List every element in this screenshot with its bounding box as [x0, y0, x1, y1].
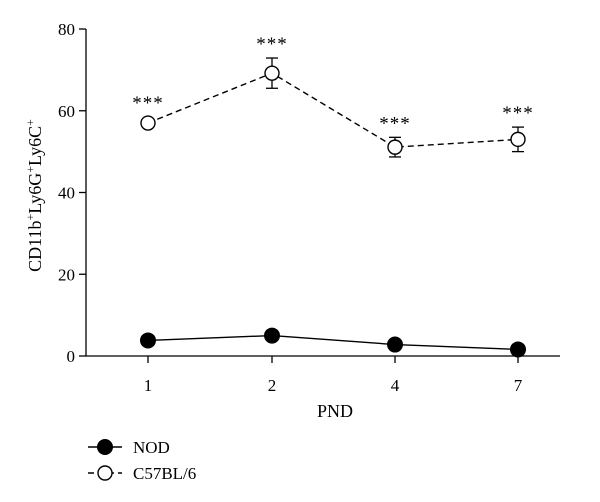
data-point: [387, 139, 403, 155]
y-tick-label: 80: [58, 20, 75, 39]
plot-series: *** *** *** ***: [132, 34, 534, 358]
y-tick-label: 60: [58, 102, 75, 121]
x-tick-label: 2: [268, 376, 277, 395]
x-tick-label: 1: [144, 376, 153, 395]
legend-label: C57BL/6: [133, 464, 196, 483]
legend-item: C57BL/6: [88, 464, 196, 483]
significance-label: ***: [132, 93, 164, 114]
x-tick-label: 4: [391, 376, 400, 395]
y-tick-label: 40: [58, 184, 75, 203]
data-point: [140, 115, 156, 131]
y-tick-label: 0: [67, 347, 76, 366]
series-1: *** *** *** ***: [132, 34, 534, 158]
y-tick-label: 20: [58, 265, 75, 284]
y-axis-ticks: 0 20 40 60 80: [58, 20, 86, 366]
data-point: [264, 65, 280, 81]
axes: [85, 29, 560, 357]
data-point: [510, 131, 526, 148]
legend-marker: [97, 465, 113, 481]
significance-label: ***: [502, 103, 534, 124]
legend: NOD C57BL/6: [88, 438, 196, 483]
data-point: [387, 336, 403, 353]
x-axis-title: PND: [317, 401, 353, 421]
legend-label: NOD: [133, 438, 170, 457]
data-point: [140, 332, 156, 349]
x-axis-ticks: 1 2 4 7: [144, 356, 523, 395]
series-line: [147, 72, 519, 148]
series-0: [140, 327, 526, 358]
y-axis-title: CD11b+Ly6G+Ly6C+: [23, 119, 45, 272]
legend-marker: [97, 439, 113, 455]
significance-label: ***: [256, 34, 288, 55]
legend-item: NOD: [88, 438, 170, 457]
series-line: [147, 334, 519, 351]
significance-label: ***: [379, 113, 411, 134]
data-point: [510, 341, 526, 358]
data-point: [264, 327, 280, 344]
x-tick-label: 7: [514, 376, 523, 395]
